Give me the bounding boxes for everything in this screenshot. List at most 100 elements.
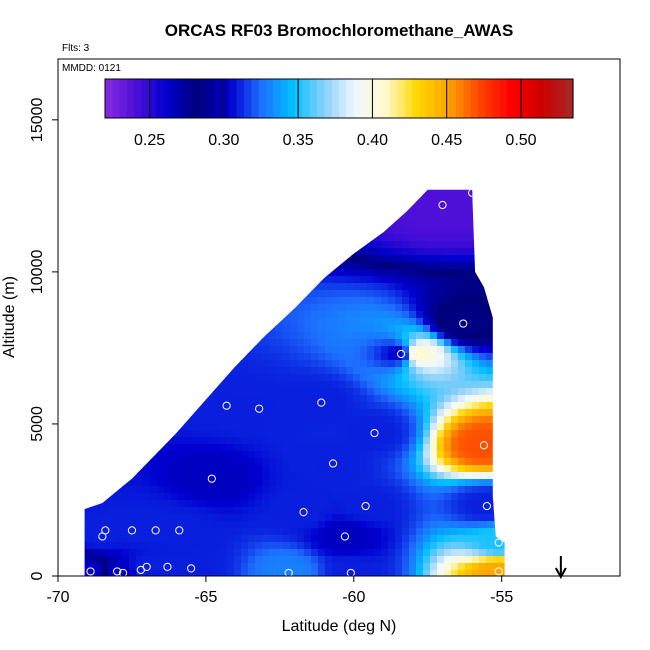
field-cell xyxy=(206,192,214,200)
field-cell xyxy=(178,402,186,410)
field-cell xyxy=(150,528,158,536)
field-cell xyxy=(423,570,431,577)
field-cell xyxy=(185,451,193,459)
field-cell xyxy=(472,360,480,368)
field-cell xyxy=(507,507,515,515)
field-cell xyxy=(493,255,501,263)
field-cell xyxy=(479,234,487,242)
field-cell xyxy=(199,192,207,200)
field-cell xyxy=(199,444,207,452)
field-cell xyxy=(227,451,235,459)
field-cell xyxy=(318,332,326,340)
field-cell xyxy=(248,353,256,361)
field-cell xyxy=(129,353,137,361)
field-cell xyxy=(115,304,123,312)
field-cell xyxy=(248,430,256,438)
field-cell xyxy=(227,437,235,445)
field-cell xyxy=(199,500,207,508)
field-cell xyxy=(227,465,235,473)
field-cell xyxy=(451,395,459,403)
field-cell xyxy=(157,493,165,501)
field-cell xyxy=(332,325,340,333)
field-cell xyxy=(500,507,505,515)
field-cell xyxy=(234,479,242,487)
field-cell xyxy=(206,304,214,312)
field-cell xyxy=(255,360,263,368)
field-cell xyxy=(94,290,102,298)
field-cell xyxy=(199,563,207,571)
field-cell xyxy=(500,444,505,452)
field-cell xyxy=(262,493,270,501)
field-cell xyxy=(493,423,501,431)
field-cell xyxy=(374,213,382,221)
field-cell xyxy=(402,542,410,550)
field-cell xyxy=(185,486,193,494)
field-cell xyxy=(437,353,445,361)
field-cell xyxy=(234,367,242,375)
field-cell xyxy=(458,220,466,228)
field-cell xyxy=(486,262,494,270)
field-cell xyxy=(395,549,403,557)
field-cell xyxy=(206,423,214,431)
field-cell xyxy=(367,234,375,242)
field-cell xyxy=(451,507,459,515)
field-cell xyxy=(402,514,410,522)
field-cell xyxy=(129,486,137,494)
field-cell xyxy=(269,514,277,522)
field-cell xyxy=(304,339,312,347)
field-cell xyxy=(304,486,312,494)
field-cell xyxy=(451,542,459,550)
field-cell xyxy=(297,332,305,340)
field-cell xyxy=(164,395,172,403)
field-cell xyxy=(150,437,158,445)
field-cell xyxy=(360,521,368,529)
field-cell xyxy=(318,297,326,305)
field-cell xyxy=(122,227,130,235)
field-cell xyxy=(353,556,361,564)
field-cell xyxy=(318,486,326,494)
field-cell xyxy=(346,521,354,529)
field-cell xyxy=(206,234,214,242)
field-cell xyxy=(143,234,151,242)
field-cell xyxy=(108,507,116,515)
colorbar-segment xyxy=(251,79,260,118)
field-cell xyxy=(84,521,88,529)
field-cell xyxy=(199,353,207,361)
field-cell xyxy=(388,192,396,200)
field-cell xyxy=(283,423,291,431)
field-cell xyxy=(493,241,501,249)
field-cell xyxy=(423,444,431,452)
field-cell xyxy=(360,189,368,193)
field-cell xyxy=(311,549,319,557)
field-cell xyxy=(325,374,333,382)
field-cell xyxy=(108,255,116,263)
field-cell xyxy=(493,437,501,445)
field-cell xyxy=(416,423,424,431)
field-cell xyxy=(430,339,438,347)
field-cell xyxy=(185,353,193,361)
field-cell xyxy=(87,465,95,473)
field-cell xyxy=(143,227,151,235)
field-cell xyxy=(500,402,505,410)
field-cell xyxy=(318,437,326,445)
field-cell xyxy=(381,542,389,550)
field-cell xyxy=(262,388,270,396)
field-cell xyxy=(430,437,438,445)
field-cell xyxy=(451,311,459,319)
field-cell xyxy=(388,563,396,571)
field-cell xyxy=(339,206,347,214)
field-cell xyxy=(213,234,221,242)
field-cell xyxy=(206,437,214,445)
colorbar-segment xyxy=(419,79,428,118)
field-cell xyxy=(276,409,284,417)
field-cell xyxy=(472,374,480,382)
field-cell xyxy=(227,395,235,403)
field-cell xyxy=(157,507,165,515)
field-cell xyxy=(255,234,263,242)
field-cell xyxy=(381,269,389,277)
field-cell xyxy=(276,493,284,501)
field-cell xyxy=(84,514,88,522)
field-cell xyxy=(472,507,480,515)
field-cell xyxy=(430,549,438,557)
field-cell xyxy=(234,570,242,577)
